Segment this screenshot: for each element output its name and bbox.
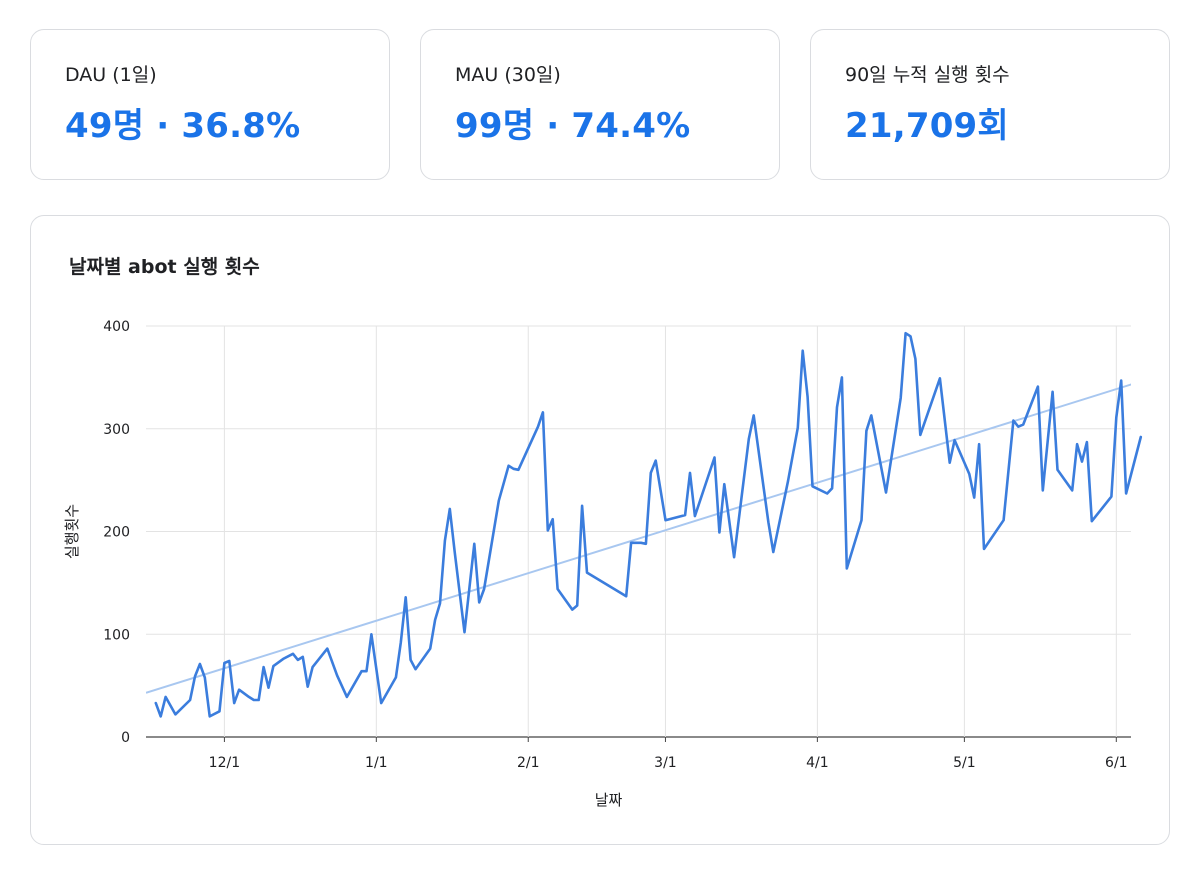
y-tick-label: 400 (103, 319, 130, 335)
stat-label: 90일 누적 실행 횟수 (845, 64, 1010, 86)
stat-label: MAU (30일) (455, 64, 561, 86)
stat-card-mau: MAU (30일) 99명 · 74.4% (420, 29, 780, 180)
chart-title: 날짜별 abot 실행 횟수 (69, 256, 260, 278)
chart-card: 날짜별 abot 실행 횟수 0 100 200 300 400 12/1 1/1 2/1 3/… (30, 215, 1170, 845)
x-tick-label: 6/1 (1105, 755, 1128, 771)
stat-value: 99명 · 74.4% (455, 106, 691, 146)
series-line (154, 331, 1143, 718)
y-tick-label: 100 (103, 627, 130, 643)
y-tick-label: 0 (121, 730, 130, 746)
y-tick-label: 200 (103, 525, 130, 541)
stat-label: DAU (1일) (65, 64, 157, 86)
x-tick-label: 12/1 (209, 755, 240, 771)
x-tick-label: 2/1 (517, 755, 540, 771)
x-tick-label: 1/1 (365, 755, 388, 771)
x-axis-label: 날짜 (595, 791, 623, 809)
stat-card-total-runs: 90일 누적 실행 횟수 21,709회 (810, 29, 1170, 180)
stat-card-dau: DAU (1일) 49명 · 36.8% (30, 29, 390, 180)
y-tick-label: 300 (103, 422, 130, 438)
x-tick-label: 4/1 (806, 755, 829, 771)
stat-value: 21,709회 (845, 106, 1009, 146)
stat-value: 49명 · 36.8% (65, 106, 301, 146)
x-tick-label: 3/1 (654, 755, 677, 771)
y-axis-label: 실행횟수 (63, 504, 81, 559)
x-tick-label: 5/1 (953, 755, 976, 771)
trend-line (146, 383, 1131, 694)
line-chart: 0 100 200 300 400 12/1 1/1 2/1 3/1 4/1 5/1 6/1 날짜 실행횟… (63, 319, 1143, 809)
